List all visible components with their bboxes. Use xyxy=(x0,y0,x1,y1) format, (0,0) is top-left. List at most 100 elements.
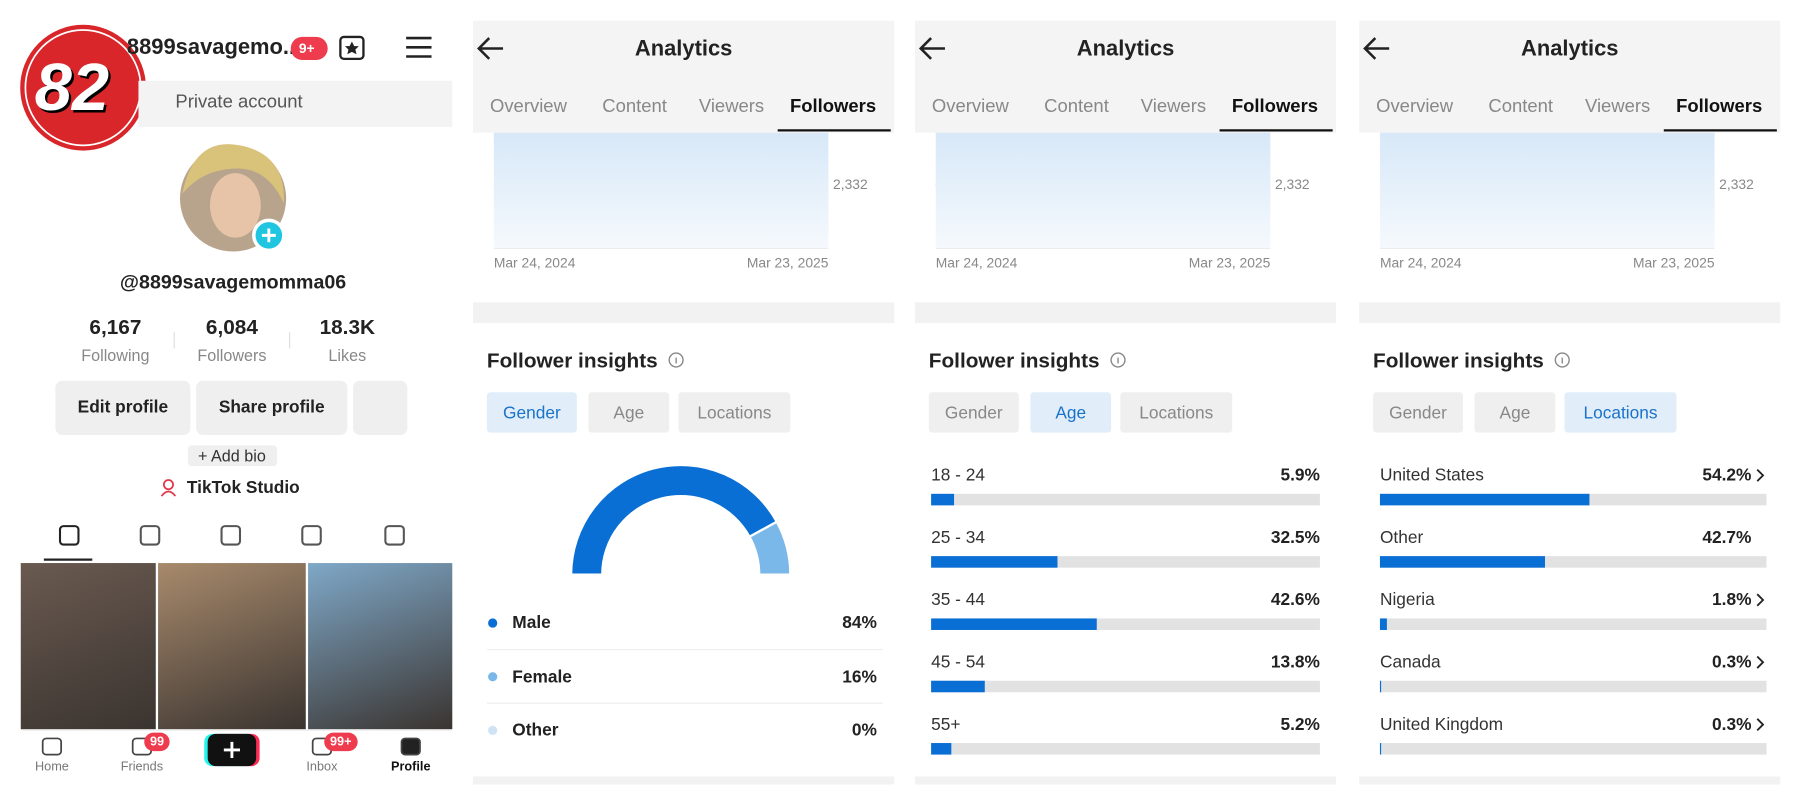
handle: @8899savagemomma06 xyxy=(119,271,347,294)
tab[interactable]: Overview xyxy=(931,96,1009,117)
tab[interactable]: Viewers xyxy=(1140,96,1207,117)
profile-button[interactable]: Share profile xyxy=(196,380,348,435)
studio-icon xyxy=(162,479,174,491)
row-label: United Kingdom xyxy=(1379,714,1504,735)
row-chevron xyxy=(1756,655,1765,669)
row-value: 42.7% xyxy=(1702,527,1752,548)
nav-label[interactable]: Home xyxy=(34,760,69,775)
profile-screen: Private account 8899savagemo... 9+ 82 @8899s… xyxy=(16,20,453,785)
row-chevron xyxy=(1756,593,1765,607)
create-plus xyxy=(223,741,240,759)
back-arrow xyxy=(918,37,945,60)
filter-label[interactable]: Gender xyxy=(1389,403,1447,423)
filter-label[interactable]: Age xyxy=(613,403,645,423)
row-label: 45 - 54 xyxy=(931,652,986,673)
filter-chip[interactable]: Gender xyxy=(486,392,577,433)
video-thumbnail[interactable] xyxy=(158,563,306,730)
tab[interactable]: Overview xyxy=(1376,96,1454,117)
nav-label[interactable]: Friends xyxy=(120,760,164,775)
row-label: United States xyxy=(1379,465,1484,486)
profile-button[interactable]: Edit profile xyxy=(55,380,191,435)
filter-label[interactable]: Gender xyxy=(503,403,561,423)
row-value: 5.9% xyxy=(1280,465,1320,486)
legend-label: Female xyxy=(512,666,572,687)
filter-label[interactable]: Gender xyxy=(944,403,1003,423)
add-bio-label[interactable]: + Add bio xyxy=(198,446,266,465)
profile-tab-icon xyxy=(58,525,80,546)
filter-chip[interactable]: Gender xyxy=(1373,392,1464,433)
filter-chip[interactable]: Locations xyxy=(1120,392,1233,433)
tab[interactable]: Content xyxy=(1044,96,1109,117)
screen-title: Analytics xyxy=(1521,36,1619,62)
stat-label: Likes xyxy=(328,346,367,365)
row-value: 54.2% xyxy=(1702,465,1752,486)
tab[interactable]: Content xyxy=(1488,96,1554,117)
info-icon xyxy=(668,352,684,368)
add-friend-button[interactable] xyxy=(353,380,408,435)
add-bio[interactable]: + Add bio xyxy=(188,445,277,467)
analytics-screen: Analytics Overview Content Viewers Followers… xyxy=(1359,20,1781,785)
filter-label[interactable]: Locations xyxy=(1583,403,1658,423)
video-thumbnail[interactable] xyxy=(20,563,156,730)
filter-chip[interactable]: Age xyxy=(1474,392,1556,433)
filter-label[interactable]: Age xyxy=(1499,403,1531,423)
bar-fill xyxy=(1379,743,1382,755)
bar-track xyxy=(931,680,1320,693)
chart-area xyxy=(935,132,1271,249)
nav-label[interactable]: Inbox xyxy=(306,760,338,775)
filter-chip[interactable]: Locations xyxy=(678,392,791,433)
tab[interactable]: Followers xyxy=(1676,96,1763,117)
legend-dot xyxy=(488,725,498,735)
row-value: 0.3% xyxy=(1712,652,1752,673)
bar-fill xyxy=(931,743,952,755)
row-label: Canada xyxy=(1379,652,1441,673)
legend-dot xyxy=(488,672,498,682)
filter-label[interactable]: Age xyxy=(1055,403,1087,423)
date-label: Mar 24, 2024 xyxy=(493,254,576,272)
nav-badge-count: 99+ xyxy=(329,734,352,749)
bar-track xyxy=(1379,556,1767,568)
row-value: 13.8% xyxy=(1270,652,1320,673)
tab[interactable]: Followers xyxy=(789,96,877,117)
screen-title: Analytics xyxy=(634,36,733,62)
tab[interactable]: Content xyxy=(602,96,667,117)
insights-title: Follower insights xyxy=(486,349,658,373)
filter-chip[interactable]: Age xyxy=(588,392,670,433)
bar-track xyxy=(931,743,1320,755)
filter-label[interactable]: Locations xyxy=(697,403,772,423)
row-value: 42.6% xyxy=(1270,590,1320,610)
filter-chip[interactable]: Gender xyxy=(928,392,1019,433)
private-bar xyxy=(138,80,453,127)
tab[interactable]: Overview xyxy=(489,96,567,117)
row-label: 35 - 44 xyxy=(931,590,986,610)
bar-fill xyxy=(1379,618,1387,630)
notification-count: 9+ xyxy=(298,40,315,57)
bar-track xyxy=(931,556,1320,568)
username: 8899savagemo... xyxy=(126,35,302,60)
bar-track xyxy=(1379,680,1767,693)
row-value: 1.8% xyxy=(1712,590,1752,610)
bar-track xyxy=(931,618,1320,630)
video-thumbnail[interactable] xyxy=(308,563,453,730)
row-chevron xyxy=(1756,718,1765,732)
filter-chip[interactable]: Age xyxy=(1030,392,1112,433)
private-label: Private account xyxy=(175,92,303,112)
section-gap xyxy=(473,302,895,324)
date-label: Mar 23, 2025 xyxy=(1188,254,1271,272)
nav-badge-count: 99 xyxy=(149,734,165,749)
nav-icon xyxy=(400,737,421,756)
reference-label: 2,332 xyxy=(833,176,868,193)
create-button[interactable] xyxy=(207,733,257,767)
profile-button-label[interactable]: Edit profile xyxy=(77,397,169,418)
bar-fill xyxy=(931,680,985,693)
tab[interactable]: Followers xyxy=(1231,96,1319,117)
profile-button-label[interactable]: Share profile xyxy=(218,397,325,418)
tab[interactable]: Viewers xyxy=(698,96,765,117)
chart-area xyxy=(493,132,829,249)
header-bar xyxy=(473,20,895,133)
tab[interactable]: Viewers xyxy=(1584,96,1651,117)
nav-label[interactable]: Profile xyxy=(391,760,431,775)
filter-chip[interactable]: Locations xyxy=(1564,392,1677,433)
filter-label[interactable]: Locations xyxy=(1139,403,1214,423)
